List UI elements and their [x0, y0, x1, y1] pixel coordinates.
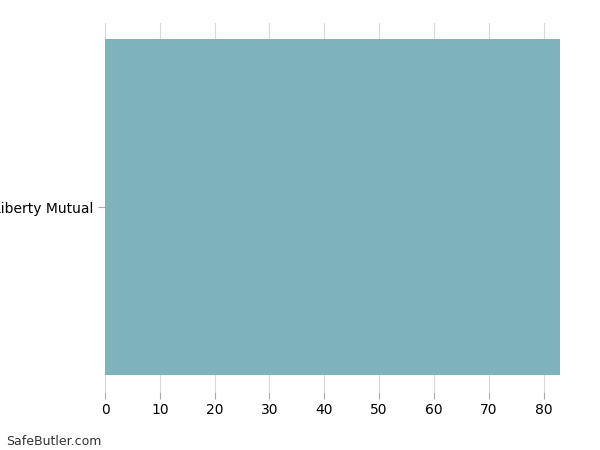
Text: SafeButler.com: SafeButler.com — [6, 435, 101, 448]
